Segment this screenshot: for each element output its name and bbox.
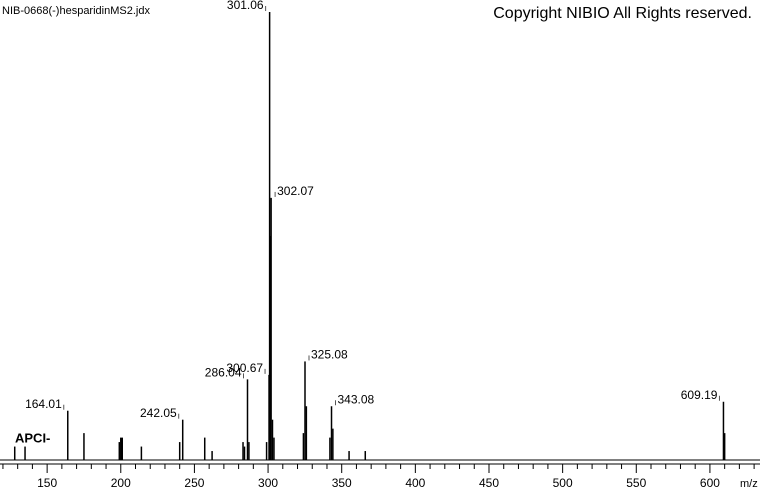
- x-tick-label: 250: [184, 476, 204, 490]
- peak-label: 301.06: [227, 0, 264, 12]
- x-tick-label: 350: [332, 476, 352, 490]
- peak-label: 242.05: [140, 406, 177, 420]
- x-tick-label: 150: [37, 476, 57, 490]
- peak-label: 343.08: [338, 392, 375, 406]
- x-tick-label: 450: [479, 476, 499, 490]
- annotation: APCI-: [15, 430, 50, 445]
- peak-label: 609.19: [681, 388, 718, 402]
- x-tick-label: 550: [626, 476, 646, 490]
- peak-label: 302.07: [277, 184, 314, 198]
- x-tick-label: 500: [553, 476, 573, 490]
- chart-title: NIB-0668(-)hesparidinMS2.jdx: [2, 5, 150, 17]
- copyright: Copyright NIBIO All Rights reserved.: [493, 5, 752, 22]
- x-axis-label: m/z: [740, 478, 758, 490]
- x-tick-label: 200: [111, 476, 131, 490]
- x-tick-label: 300: [258, 476, 278, 490]
- peak-label: 325.08: [311, 348, 348, 362]
- peak-label: 300.67: [226, 361, 263, 375]
- x-tick-label: 600: [700, 476, 720, 490]
- peak-label: 286.04: [205, 366, 242, 380]
- peak-label: 164.01: [25, 397, 62, 411]
- x-tick-label: 400: [405, 476, 425, 490]
